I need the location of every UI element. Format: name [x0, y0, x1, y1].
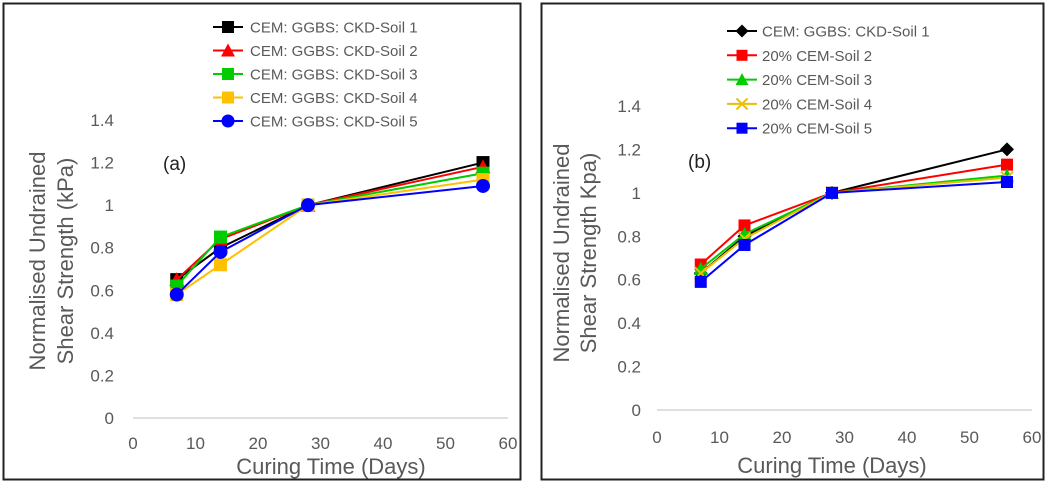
data-point: [476, 178, 490, 193]
x-axis-title: Curing Time (Days): [236, 454, 425, 479]
legend-entry: 20% CEM-Soil 3: [727, 72, 872, 89]
x-tick-label: 40: [374, 434, 393, 453]
y-tick-label: 0.4: [617, 314, 641, 333]
legend-entry: CEM: GGBS: CKD-Soil 1: [727, 24, 930, 41]
y-tick-label: 1: [105, 196, 114, 215]
y-tick-label: 0.2: [90, 366, 114, 385]
series-line: [176, 172, 484, 287]
data-point: [301, 198, 315, 213]
y-tick-label: 1.2: [617, 140, 641, 159]
x-tick-label: 0: [128, 434, 137, 453]
chart-panel-a: 0 0.2 0.4 0.6 0.8 1 1.2 1.4 0 10 20 30 40 50 60 Curing …: [25, 20, 517, 480]
data-point: [738, 219, 751, 232]
legend-label: 20% CEM-Soil 4: [762, 96, 872, 113]
legend-marker: [222, 91, 234, 104]
series-line: [700, 176, 1008, 274]
y-tick-label: 1: [632, 184, 641, 203]
legend-marker: [222, 21, 234, 33]
y-axis-title: Shear Strength (kPa): [53, 158, 78, 365]
legend-label: 20% CEM-Soil 3: [762, 72, 872, 89]
legend-entry: 20% CEM-Soil 5: [727, 121, 872, 138]
series-5: [169, 178, 490, 302]
legend-marker: [735, 24, 749, 38]
y-tick-label: 1.4: [617, 97, 641, 116]
legend-entry: CEM: GGBS: CKD-Soil 5: [213, 114, 418, 131]
data-point: [169, 287, 184, 302]
y-tick-label: 0.2: [617, 358, 641, 377]
series-line: [176, 178, 484, 296]
legend-entry: CEM: GGBS: CKD-Soil 4: [213, 90, 418, 107]
x-tick-label: 20: [773, 428, 792, 447]
data-point: [1000, 142, 1014, 157]
series-5: [694, 176, 1013, 288]
legend-entry: 20% CEM-Soil 4: [727, 96, 872, 113]
legend-label: CEM: GGBS: CKD-Soil 1: [250, 20, 418, 37]
x-axis-title: Curing Time (Days): [737, 453, 926, 478]
data-point: [826, 186, 838, 199]
y-axis-title: Normalised Undrained: [549, 144, 574, 363]
y-tick-label: 0: [105, 409, 114, 428]
data-point: [1001, 158, 1013, 171]
y-tick-label: 1.2: [90, 154, 114, 173]
y-axis-title: Shear Strength Kpa): [576, 153, 601, 354]
data-point: [738, 238, 751, 251]
series-line: [176, 184, 484, 296]
x-tick-label: 60: [1023, 428, 1042, 447]
x-tick-label: 20: [249, 434, 268, 453]
x-tick-label: 10: [710, 428, 729, 447]
x-tick-label: 30: [835, 428, 854, 447]
y-axis-title: Normalised Undrained: [25, 152, 50, 371]
y-tick-label: 0.8: [617, 227, 641, 246]
y-tick-label: 0.6: [90, 281, 114, 300]
legend-entry: CEM: GGBS: CKD-Soil 1: [213, 20, 418, 37]
legend-label: 20% CEM-Soil 2: [762, 48, 872, 65]
legend-marker: [736, 122, 748, 134]
legend-marker: [221, 43, 235, 57]
data-point: [694, 275, 707, 288]
legend-label: CEM: GGBS: CKD-Soil 1: [762, 24, 930, 41]
panel-label: (a): [163, 154, 186, 175]
x-tick-label: 10: [186, 434, 205, 453]
series-line: [700, 181, 1008, 283]
legend-marker: [221, 114, 235, 128]
panel-label: (b): [688, 152, 711, 173]
data-point: [1001, 176, 1013, 188]
x-tick-label: 60: [499, 434, 518, 453]
panel-a-border: [2, 2, 522, 481]
legend-marker: [735, 73, 749, 86]
x-tick-label: 30: [311, 434, 330, 453]
y-tick-label: 0.4: [90, 324, 114, 343]
y-tick-label: 1.4: [90, 111, 114, 130]
x-tick-label: 0: [652, 428, 661, 447]
x-tick-label: 40: [898, 428, 917, 447]
legend-label: 20% CEM-Soil 5: [762, 121, 872, 138]
x-tick-label: 50: [960, 428, 979, 447]
data-point: [214, 258, 227, 272]
y-tick-label: 0.6: [617, 271, 641, 290]
legend-label: CEM: GGBS: CKD-Soil 5: [250, 114, 418, 131]
legend-label: CEM: GGBS: CKD-Soil 2: [250, 43, 418, 60]
legend-marker: [735, 97, 749, 111]
legend-marker: [222, 68, 234, 80]
y-tick-label: 0: [632, 401, 641, 420]
legend-entry: CEM: GGBS: CKD-Soil 3: [213, 67, 418, 84]
legend-marker: [736, 49, 748, 61]
legend-label: CEM: GGBS: CKD-Soil 4: [250, 90, 418, 107]
panel-b-border: [540, 2, 1045, 481]
y-tick-label: 0.8: [90, 239, 114, 258]
series-line: [700, 163, 1008, 266]
chart-panel-b: 0 0.2 0.4 0.6 0.8 1 1.2 1.4 0 10 20 30 40 50 60 Curing …: [549, 24, 1041, 479]
legend-label: CEM: GGBS: CKD-Soil 3: [250, 67, 418, 84]
series-line: [176, 161, 484, 281]
legend-entry: CEM: GGBS: CKD-Soil 2: [213, 43, 418, 60]
data-point: [214, 230, 227, 244]
series-line: [700, 174, 1008, 270]
data-point: [213, 244, 228, 259]
x-tick-label: 50: [436, 434, 455, 453]
legend-entry: 20% CEM-Soil 2: [727, 48, 872, 65]
